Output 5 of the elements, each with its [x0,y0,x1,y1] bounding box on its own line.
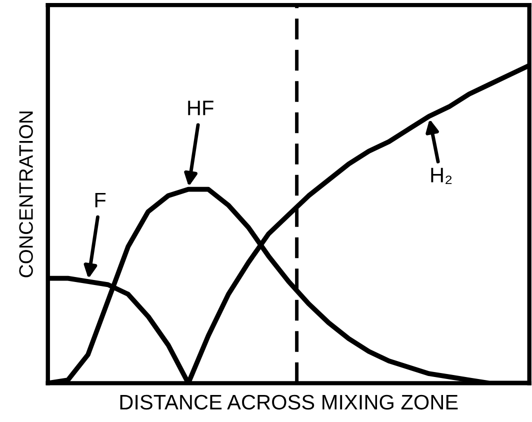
y-axis-title: CONCENTRATION [19,112,33,278]
x-axis-title: DISTANCE ACROSS MIXING ZONE [120,394,458,410]
text: F [95,192,106,208]
text: HF [188,100,214,116]
legend-label: H₂ [431,168,452,184]
